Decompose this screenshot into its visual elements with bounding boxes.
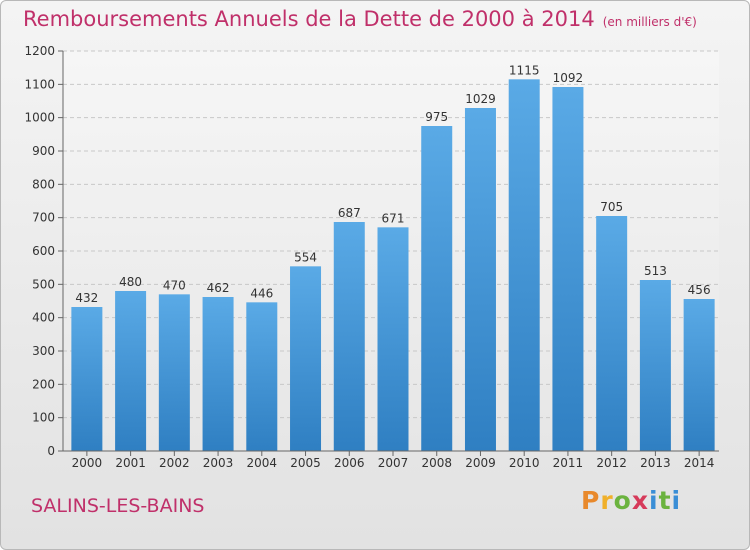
y-tick-label: 0 — [47, 444, 55, 458]
unit-note: (en milliers d'€) — [602, 15, 697, 29]
chart-title: Remboursements Annuels de la Dette de 20… — [23, 7, 697, 31]
y-tick-label: 500 — [32, 277, 55, 291]
bar-value-label: 470 — [163, 278, 186, 292]
bar — [377, 227, 409, 451]
bar — [115, 291, 147, 451]
y-tick-label: 700 — [32, 211, 55, 225]
x-tick-label: 2001 — [115, 456, 146, 470]
bar — [508, 79, 540, 451]
bar-value-label: 1029 — [465, 92, 496, 106]
bar — [202, 297, 234, 451]
logo-letter: i — [671, 486, 682, 515]
bar — [290, 266, 322, 451]
x-tick-label: 2013 — [640, 456, 671, 470]
bar — [596, 216, 628, 451]
y-tick-label: 600 — [32, 244, 55, 258]
x-tick-label: 2002 — [159, 456, 190, 470]
x-tick-label: 2005 — [290, 456, 321, 470]
bar-value-label: 671 — [382, 211, 405, 225]
x-tick-label: 2010 — [509, 456, 540, 470]
y-tick-label: 800 — [32, 177, 55, 191]
bar-value-label: 554 — [294, 250, 317, 264]
title-text: Remboursements Annuels de la Dette de 20… — [23, 7, 595, 31]
x-tick-label: 2000 — [72, 456, 103, 470]
x-tick-label: 2004 — [247, 456, 278, 470]
bar — [683, 299, 715, 451]
logo-letter: i — [649, 486, 659, 515]
bar-value-label: 462 — [207, 281, 230, 295]
bar-value-label: 975 — [425, 110, 448, 124]
bar — [246, 302, 278, 451]
logo-letter: r — [600, 486, 614, 515]
y-tick-label: 200 — [32, 377, 55, 391]
bar-value-label: 687 — [338, 206, 361, 220]
logo-letter: P — [581, 486, 601, 515]
bar-value-label: 1115 — [509, 63, 540, 77]
bar-value-label: 480 — [119, 275, 142, 289]
bar — [71, 307, 103, 451]
bar-value-label: 705 — [600, 200, 623, 214]
logo-letter: t — [658, 486, 672, 515]
bar — [464, 108, 496, 451]
bar-value-label: 432 — [75, 291, 98, 305]
bar-value-label: 513 — [644, 264, 667, 278]
x-tick-label: 2014 — [684, 456, 715, 470]
logo-letter: x — [631, 486, 649, 515]
bar — [421, 126, 453, 451]
commune-name: SALINS-LES-BAINS — [31, 495, 205, 517]
bar-value-label: 1092 — [553, 71, 584, 85]
y-tick-label: 900 — [32, 144, 55, 158]
bar — [333, 222, 365, 451]
y-tick-label: 1100 — [24, 77, 55, 91]
y-tick-label: 1200 — [24, 44, 55, 58]
logo-letter: o — [613, 486, 632, 515]
bar — [639, 280, 671, 451]
x-tick-label: 2009 — [465, 456, 496, 470]
x-tick-label: 2007 — [378, 456, 409, 470]
y-tick-label: 1000 — [24, 111, 55, 125]
x-tick-label: 2006 — [334, 456, 365, 470]
y-tick-label: 300 — [32, 344, 55, 358]
bar — [552, 87, 584, 451]
bar — [158, 294, 190, 451]
bar-value-label: 456 — [688, 283, 711, 297]
x-tick-label: 2011 — [553, 456, 584, 470]
bar-value-label: 446 — [250, 286, 273, 300]
x-tick-label: 2012 — [596, 456, 627, 470]
y-tick-label: 400 — [32, 311, 55, 325]
x-tick-label: 2003 — [203, 456, 234, 470]
x-tick-label: 2008 — [421, 456, 452, 470]
y-tick-label: 100 — [32, 411, 55, 425]
proxiti-logo: Proxiti — [581, 486, 681, 515]
